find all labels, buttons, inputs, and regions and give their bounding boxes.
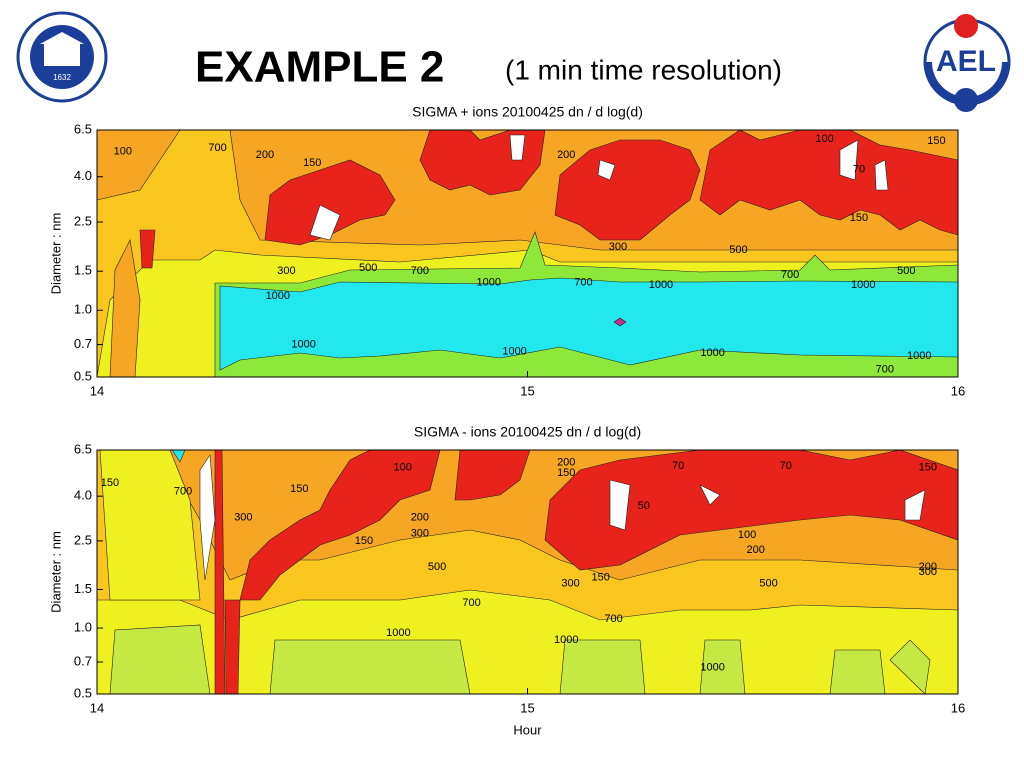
logo-text: AEL <box>936 45 996 78</box>
contour-label: 300 <box>919 566 937 578</box>
contour-label: 1000 <box>502 346 526 358</box>
y-tick-label: 1.0 <box>74 302 92 317</box>
contour-label: 300 <box>277 265 295 277</box>
contour-label: 200 <box>256 149 274 161</box>
contour-label: 200 <box>746 544 764 556</box>
contour-label: 200 <box>557 456 575 468</box>
y-tick-label: 4.0 <box>74 168 92 183</box>
contour-label: 200 <box>919 561 937 573</box>
x-tick-label: 14 <box>90 700 104 715</box>
contour-label: 1000 <box>851 279 875 291</box>
y-tick-label: 1.0 <box>74 619 92 634</box>
contour-label: 1000 <box>700 347 724 359</box>
contour-label: 150 <box>290 483 308 495</box>
contour-label: 50 <box>638 500 650 512</box>
contour-label: 300 <box>561 577 579 589</box>
chart-title: SIGMA - ions 20100425 dn / d log(d) <box>414 424 641 440</box>
contour-label: 300 <box>609 241 627 253</box>
contour-label: 700 <box>174 485 192 497</box>
contour-label: 700 <box>462 597 480 609</box>
contour-label: 700 <box>411 265 429 277</box>
contour-label: 70 <box>853 164 865 176</box>
y-tick-label: 2.5 <box>74 213 92 228</box>
x-tick-label: 15 <box>520 383 534 398</box>
y-axis-label: Diameter : nm <box>48 213 63 295</box>
contour-label: 700 <box>876 363 894 375</box>
contour-label: 70 <box>672 460 684 472</box>
contour-label: 100 <box>738 529 756 541</box>
contour-label: 150 <box>850 212 868 224</box>
contour-label: 1000 <box>386 627 410 639</box>
x-tick-label: 16 <box>951 700 965 715</box>
contour-label: 150 <box>919 462 937 474</box>
logo-right: AEL <box>923 14 1011 112</box>
contour-label: 100 <box>393 462 411 474</box>
contour-label: 500 <box>359 262 377 274</box>
y-tick-label: 0.5 <box>74 368 92 383</box>
contour-label: 100 <box>815 133 833 145</box>
y-tick-label: 0.7 <box>74 336 92 351</box>
contour-label: 150 <box>303 157 321 169</box>
contour-label: 1000 <box>477 277 501 289</box>
x-tick-label: 15 <box>520 700 534 715</box>
contour-label: 1000 <box>700 661 724 673</box>
contour-label: 100 <box>114 145 132 157</box>
contour-label: 1000 <box>266 290 290 302</box>
y-tick-label: 1.5 <box>74 263 92 278</box>
contour-label: 500 <box>897 265 915 277</box>
x-tick-label: 14 <box>90 383 104 398</box>
contour-label: 500 <box>759 577 777 589</box>
contour-label: 500 <box>729 244 747 256</box>
y-tick-label: 1.5 <box>74 581 92 596</box>
contour-fills <box>97 450 958 694</box>
contour-label: 70 <box>780 460 792 472</box>
chart-title: SIGMA + ions 20100425 dn / d log(d) <box>412 104 643 120</box>
y-tick-label: 6.5 <box>74 121 92 136</box>
y-axis-label: Diameter : nm <box>48 531 63 613</box>
contour-label: 500 <box>428 561 446 573</box>
contour-label: 700 <box>574 277 592 289</box>
slide-subtitle: (1 min time resolution) <box>505 54 782 85</box>
contour-fills <box>97 130 958 377</box>
contour-label: 300 <box>411 527 429 539</box>
contour-label: 1000 <box>291 339 315 351</box>
y-tick-label: 4.0 <box>74 488 92 503</box>
logo-left: 1632 <box>16 11 108 103</box>
logo-text: 1632 <box>53 73 71 82</box>
contour-label: 200 <box>557 149 575 161</box>
contour-label: 150 <box>557 467 575 479</box>
contour-label: 200 <box>411 511 429 523</box>
x-tick-label: 16 <box>951 383 965 398</box>
y-tick-label: 6.5 <box>74 441 92 456</box>
contour-label: 700 <box>208 142 226 154</box>
contour-label: 300 <box>234 511 252 523</box>
contour-label: 150 <box>927 135 945 147</box>
x-axis-label: Hour <box>513 722 542 737</box>
contour-label: 700 <box>781 269 799 281</box>
contour-label: 1000 <box>554 634 578 646</box>
contour-label: 1000 <box>907 350 931 362</box>
contour-label: 150 <box>355 535 373 547</box>
contour-label: 1000 <box>649 279 673 291</box>
contour-label: 150 <box>101 477 119 489</box>
slide-title: EXAMPLE 2 <box>195 43 444 92</box>
y-tick-label: 0.5 <box>74 685 92 700</box>
y-tick-label: 2.5 <box>74 532 92 547</box>
contour-label: 700 <box>604 613 622 625</box>
contour-label: 150 <box>592 571 610 583</box>
y-tick-label: 0.7 <box>74 653 92 668</box>
